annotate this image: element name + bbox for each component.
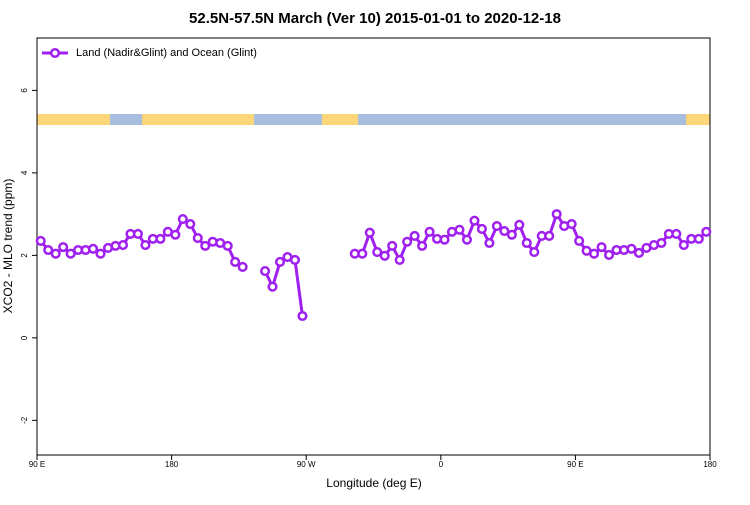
- point: [409, 230, 420, 242]
- point: [65, 248, 76, 259]
- point: [574, 235, 585, 246]
- point: [155, 233, 166, 244]
- x-tick-label: 180: [165, 460, 179, 469]
- point: [439, 234, 450, 245]
- y-tick-label: 4: [20, 170, 29, 175]
- x-tick-label: 90 E: [567, 460, 583, 469]
- y-tick-label: 6: [20, 88, 29, 93]
- point: [260, 265, 271, 277]
- point: [267, 281, 278, 292]
- point: [297, 310, 308, 322]
- chart-title: 52.5N-57.5N March (Ver 10) 2015-01-01 to…: [189, 10, 561, 27]
- point: [656, 237, 667, 249]
- point: [544, 230, 555, 242]
- y-axis-label: XCO2 - MLO trend (ppm): [1, 179, 15, 314]
- x-tick-label: 90 W: [297, 460, 316, 469]
- point: [454, 224, 465, 235]
- point: [177, 214, 188, 225]
- y-tick-label: -2: [20, 416, 29, 424]
- legend-marker: [49, 47, 61, 59]
- point: [461, 234, 473, 245]
- point: [506, 229, 517, 240]
- point: [491, 221, 502, 232]
- point: [566, 218, 577, 230]
- point: [514, 219, 525, 230]
- land-band: [322, 114, 358, 125]
- point: [230, 256, 241, 268]
- point: [200, 240, 211, 251]
- point: [372, 247, 383, 258]
- point: [678, 240, 689, 251]
- point: [633, 247, 645, 258]
- point: [222, 240, 233, 251]
- point: [95, 248, 106, 259]
- point: [529, 247, 540, 258]
- land-band: [686, 114, 710, 125]
- x-tick-label: 90 E: [29, 460, 45, 469]
- land-ocean-band: [37, 114, 710, 125]
- y-tick-label: 2: [20, 253, 29, 258]
- point: [50, 248, 61, 259]
- point: [58, 242, 69, 253]
- y-tick-label: 0: [20, 335, 29, 340]
- x-tick-label: 180: [703, 460, 717, 469]
- point: [170, 229, 181, 240]
- point: [476, 223, 487, 235]
- point: [364, 227, 375, 238]
- legend-label: Land (Nadir&Glint) and Ocean (Glint): [76, 47, 257, 59]
- point: [132, 228, 143, 239]
- point: [551, 209, 562, 220]
- point: [43, 244, 54, 256]
- land-band: [142, 114, 254, 125]
- point: [484, 237, 495, 249]
- point: [521, 237, 532, 249]
- point: [237, 261, 248, 272]
- point: [289, 254, 301, 265]
- point: [604, 249, 615, 261]
- point: [185, 218, 196, 230]
- x-tick-label: 0: [439, 460, 444, 469]
- point: [701, 226, 712, 237]
- point: [402, 236, 413, 247]
- point: [693, 233, 704, 244]
- point: [140, 240, 151, 251]
- point: [88, 243, 99, 254]
- point: [274, 256, 286, 268]
- point: [589, 248, 600, 259]
- point: [499, 225, 510, 237]
- point: [424, 226, 435, 237]
- point: [379, 250, 390, 261]
- point: [357, 248, 368, 259]
- point: [192, 232, 203, 244]
- point: [469, 215, 480, 226]
- point: [35, 235, 46, 246]
- plot-frame: [36, 37, 711, 456]
- point: [387, 240, 398, 251]
- point: [596, 242, 607, 253]
- point: [394, 254, 405, 265]
- point: [417, 240, 428, 251]
- point: [626, 243, 637, 254]
- point: [671, 228, 682, 239]
- land-band: [37, 114, 110, 125]
- ocean-band: [37, 114, 710, 125]
- x-axis-label: Longitude (deg E): [326, 476, 421, 490]
- point: [117, 240, 129, 251]
